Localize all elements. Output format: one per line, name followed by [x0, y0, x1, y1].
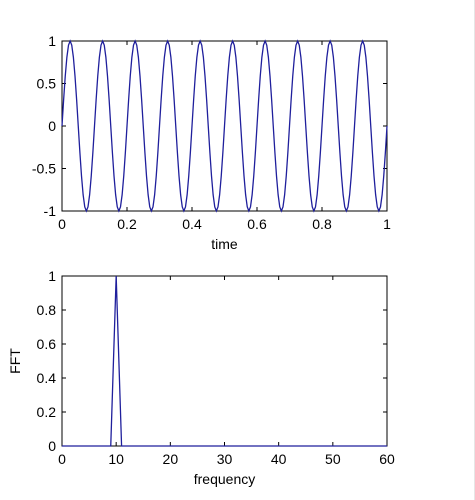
y-tick-label: 0.8 — [37, 302, 57, 318]
x-tick-label: 0 — [58, 451, 66, 467]
x-tick-label: 30 — [217, 451, 233, 467]
y-tick-label: 0 — [48, 118, 56, 134]
x-tick-label: 10 — [108, 451, 124, 467]
time-domain-plot: 0 0.2 0.4 0.6 0.8 1 -1 -0.5 0 0.5 1 time — [32, 33, 391, 252]
y-tick-label: 0.5 — [37, 76, 57, 92]
figure: 0 0.2 0.4 0.6 0.8 1-1-0.500.51 time 0 10 20 30 40… — [7, 33, 395, 487]
x-tick-label: 0.6 — [247, 216, 267, 232]
time-tick-labels: 0 0.2 0.4 0.6 0.8 1 -1 -0.5 0 0.5 1 — [32, 33, 391, 232]
x-tick-label: 40 — [271, 451, 287, 467]
fft-ylabel: FFT — [7, 348, 23, 374]
time-xlabel: time — [211, 236, 238, 252]
y-tick-label: 1 — [48, 33, 56, 49]
x-tick-label: 0.4 — [182, 216, 202, 232]
x-tick-label: 20 — [163, 451, 179, 467]
fft-xlabel: frequency — [194, 471, 255, 487]
y-tick-label: 0 — [48, 438, 56, 454]
time-ticks — [61, 40, 388, 212]
sine-wave-line — [61, 39, 388, 213]
fft-axes-box — [61, 275, 388, 447]
y-tick-label: 1 — [48, 268, 56, 284]
x-tick-label: 60 — [379, 451, 395, 467]
y-tick-label: -0.5 — [32, 161, 56, 177]
y-tick-label: 0.2 — [37, 404, 57, 420]
x-tick-label: 0.8 — [312, 216, 332, 232]
x-tick-label: 0 — [58, 216, 66, 232]
fft-spectrum-line — [62, 275, 387, 447]
y-tick-label: 0.4 — [37, 370, 57, 386]
x-tick-label: 1 — [383, 216, 391, 232]
frequency-domain-plot: 0 10 20 30 40 50 60 0 0.2 0.4 0.6 0.8 1 frequency FF… — [7, 268, 395, 487]
y-tick-label: -1 — [44, 203, 57, 219]
fft-tick-labels: 0 10 20 30 40 50 60 0 0.2 0.4 0.6 0.8 1 — [37, 268, 395, 467]
x-tick-label: 50 — [325, 451, 341, 467]
y-tick-label: 0.6 — [37, 336, 57, 352]
x-tick-label: 0.2 — [117, 216, 137, 232]
